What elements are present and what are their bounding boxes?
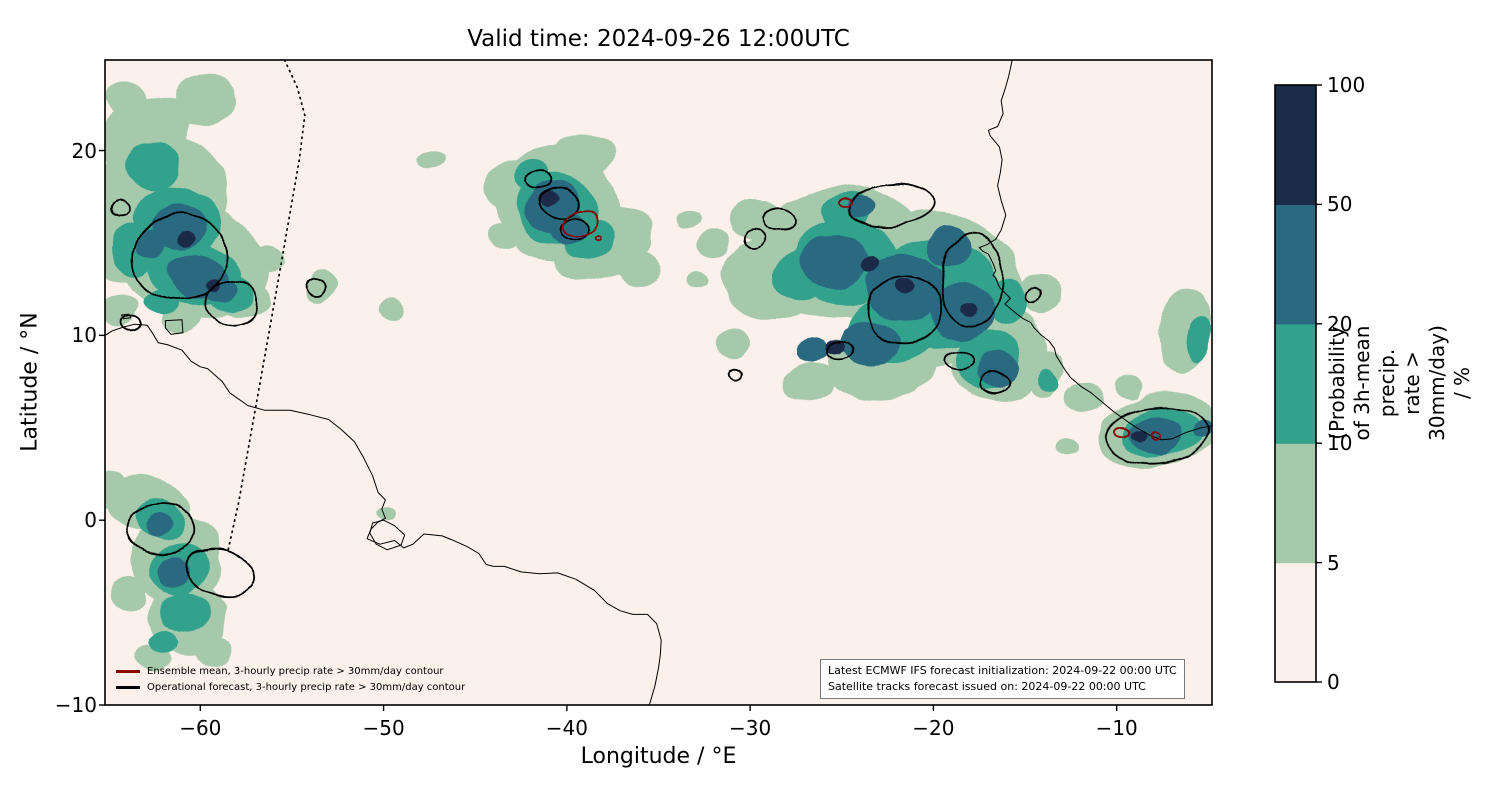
colorbar-tick-label: 100	[1327, 73, 1366, 97]
colorbar-segment	[1275, 562, 1316, 683]
colorbar-border	[1274, 84, 1317, 683]
coastline-africa	[978, 60, 1212, 441]
coastline-trinidad	[165, 319, 184, 335]
y-tick-label: −10	[54, 693, 97, 717]
coastline-marajo-island	[369, 519, 406, 551]
colorbar	[1274, 84, 1322, 683]
legend-item-operational-forecast: Operational forecast, 3-hourly precip ra…	[116, 679, 465, 695]
y-tick-label: 10	[71, 323, 97, 348]
operational-forecast-contours	[109, 170, 1208, 597]
contour-legend: Ensemble mean, 3-hourly precip rate > 30…	[116, 663, 465, 695]
forecast-init-text: Latest ECMWF IFS forecast initialization…	[828, 664, 1177, 677]
chart-title: Valid time: 2024-09-26 12:00UTC	[467, 26, 850, 52]
ensemble-mean-legend-label: Ensemble mean, 3-hourly precip rate > 30…	[147, 665, 444, 677]
y-tick-label: 20	[71, 138, 97, 163]
satellite-issued-text: Satellite tracks forecast issued on: 202…	[828, 679, 1146, 693]
y-tick-label: 0	[84, 508, 97, 533]
x-tick-label: −50	[362, 716, 405, 740]
satellite-track	[226, 60, 306, 553]
x-tick-label: −60	[179, 716, 222, 740]
colorbar-label: (Probability of 3h-mean precip. rate > 3…	[1325, 325, 1474, 441]
colorbar-tick-label: 10	[1327, 431, 1353, 456]
precip-prob-layer-4	[179, 190, 1146, 442]
axes-border	[104, 59, 1213, 706]
operational-forecast-legend-label: Operational forecast, 3-hourly precip ra…	[147, 681, 466, 693]
forecast-info-box: Latest ECMWF IFS forecast initialization…	[820, 659, 1185, 699]
coastlines	[105, 60, 1212, 705]
x-tick-label: −20	[912, 716, 955, 740]
map-layers	[105, 60, 1212, 705]
colorbar-tick-label: 50	[1327, 192, 1353, 217]
x-tick-label: −40	[545, 716, 588, 740]
colorbar-segment	[1275, 323, 1316, 444]
colorbar-segment	[1275, 443, 1316, 564]
x-axis-label: Longitude / °E	[580, 744, 737, 769]
colorbar-tick-label: 20	[1327, 311, 1353, 336]
colorbar-tick-label: 0	[1327, 670, 1340, 694]
x-tick-label: −10	[1095, 716, 1138, 740]
ensemble-mean-contours	[560, 197, 1161, 441]
x-tick-label: −30	[729, 716, 772, 740]
colorbar-segment	[1275, 204, 1316, 325]
ensemble-mean-line-swatch	[116, 669, 140, 673]
colorbar-tick-label: 5	[1327, 550, 1340, 575]
legend-item-ensemble-mean: Ensemble mean, 3-hourly precip rate > 30…	[116, 663, 465, 679]
operational-forecast-line-swatch	[116, 685, 140, 689]
colorbar-segment	[1275, 85, 1316, 205]
